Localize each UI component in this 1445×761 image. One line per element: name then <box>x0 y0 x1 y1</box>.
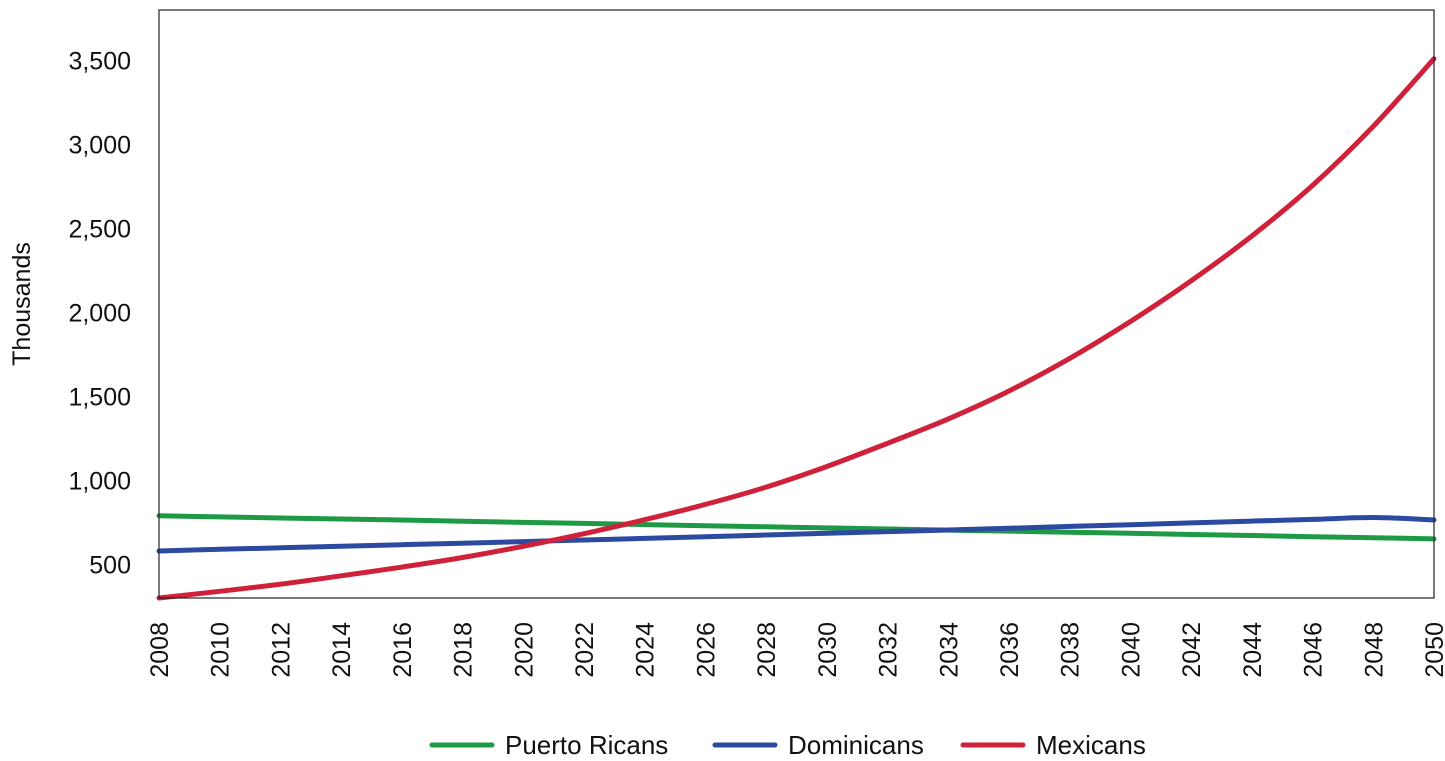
y-axis: 500 1,000 1,500 2,000 2,500 3,000 3,500 <box>68 47 131 579</box>
x-tick-label: 2024 <box>632 622 660 678</box>
x-tick-label: 2020 <box>510 622 538 678</box>
x-tick-label: 2014 <box>328 622 356 678</box>
series-line-mexicans <box>156 56 1437 601</box>
legend: Puerto Ricans Dominicans Mexicans <box>429 730 1146 760</box>
x-tick-label: 2018 <box>450 622 478 678</box>
plot-area-frame <box>158 9 1435 599</box>
x-tick-label: 2038 <box>1057 622 1085 678</box>
x-tick-label: 2016 <box>389 622 417 678</box>
x-tick-label: 2034 <box>935 622 963 678</box>
x-axis: 2008 2010 2012 2014 2016 2018 2020 2022 2024 2026… <box>146 622 1445 678</box>
x-tick-label: 2040 <box>1117 622 1145 678</box>
x-tick-label: 2050 <box>1421 622 1445 678</box>
x-tick-label: 2010 <box>207 622 235 678</box>
x-tick-label: 2042 <box>1178 622 1206 678</box>
y-axis-title: Thousands <box>8 242 36 366</box>
x-tick-label: 2022 <box>571 622 599 678</box>
x-tick-label: 2032 <box>875 622 903 678</box>
x-tick-label: 2026 <box>692 622 720 678</box>
series-line-dominicans <box>156 514 1437 554</box>
x-tick-label: 2012 <box>267 622 295 678</box>
y-tick-label: 3,000 <box>68 131 131 159</box>
legend-label: Dominicans <box>788 730 924 760</box>
y-tick-label: 3,500 <box>68 47 131 75</box>
x-tick-label: 2046 <box>1300 622 1328 678</box>
x-tick-label: 2028 <box>753 622 781 678</box>
series-line-puerto-ricans <box>156 513 1437 542</box>
legend-label: Mexicans <box>1036 730 1146 760</box>
y-tick-label: 2,500 <box>68 215 131 243</box>
x-tick-label: 2044 <box>1239 622 1267 678</box>
x-tick-label: 2030 <box>814 622 842 678</box>
x-tick-label: 2036 <box>996 622 1024 678</box>
x-tick-label: 2048 <box>1360 622 1388 678</box>
y-tick-label: 500 <box>89 551 131 579</box>
y-tick-label: 2,000 <box>68 299 131 327</box>
y-tick-label: 1,000 <box>68 467 131 495</box>
plot-series <box>156 56 1437 601</box>
y-tick-label: 1,500 <box>68 383 131 411</box>
x-tick-label: 2008 <box>146 622 174 678</box>
legend-label: Puerto Ricans <box>505 730 668 760</box>
